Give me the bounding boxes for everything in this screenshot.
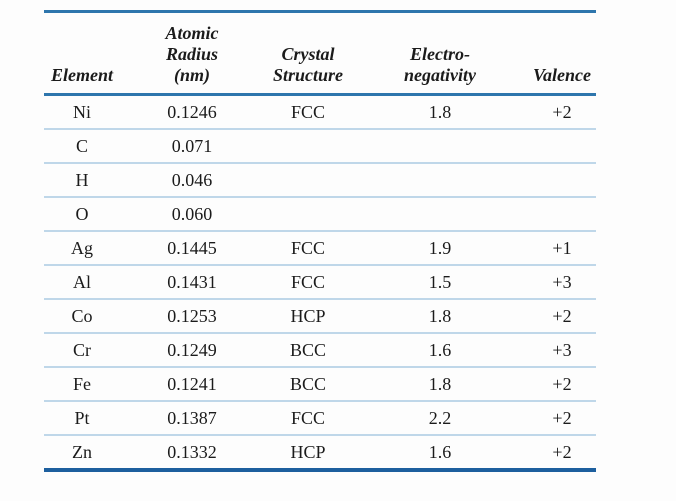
cell-valence — [528, 197, 596, 231]
table-body: Ni 0.1246 FCC 1.8 +2 C 0.071 H 0.046 — [44, 95, 596, 470]
header-row: Element Atomic Radius (nm) Crystal Struc… — [44, 11, 596, 95]
cell-element: Ag — [71, 238, 93, 258]
cell-electronegativity — [352, 197, 528, 231]
column-header-atomic-radius: Atomic Radius (nm) — [165, 23, 219, 85]
cell-element: Fe — [73, 374, 91, 394]
cell-atomic-radius: 0.060 — [171, 204, 213, 224]
cell-crystal-structure — [264, 163, 352, 197]
column-header-valence: Valence — [533, 65, 591, 85]
cell-crystal-structure: HCP — [290, 306, 326, 326]
cell-atomic-radius: 0.1253 — [167, 306, 217, 326]
table-row-ag: Ag 0.1445 FCC 1.9 +1 — [44, 231, 596, 265]
table-row-zn: Zn 0.1332 HCP 1.6 +2 — [44, 435, 596, 470]
table-row-o: O 0.060 — [44, 197, 596, 231]
cell-electronegativity: 1.8 — [428, 306, 452, 326]
cell-crystal-structure: BCC — [289, 374, 327, 394]
cell-element: Co — [71, 306, 93, 326]
cell-element: Al — [73, 272, 91, 292]
cell-atomic-radius: 0.046 — [171, 170, 213, 190]
cell-valence: +2 — [552, 442, 572, 462]
cell-crystal-structure: FCC — [290, 102, 326, 122]
cell-valence: +3 — [552, 340, 572, 360]
cell-element: Zn — [72, 442, 92, 462]
cell-valence: +2 — [552, 306, 572, 326]
cell-atomic-radius: 0.1249 — [167, 340, 217, 360]
cell-crystal-structure: BCC — [289, 340, 327, 360]
cell-element: Pt — [74, 408, 90, 428]
cell-valence: +3 — [552, 272, 572, 292]
cell-crystal-structure — [264, 129, 352, 163]
cell-valence: +2 — [552, 408, 572, 428]
cell-atomic-radius: 0.1445 — [167, 238, 217, 258]
cell-electronegativity — [352, 163, 528, 197]
cell-valence: +1 — [552, 238, 572, 258]
table-row-ni: Ni 0.1246 FCC 1.8 +2 — [44, 95, 596, 129]
cell-electronegativity: 1.6 — [428, 442, 452, 462]
cell-crystal-structure — [264, 197, 352, 231]
table-row-al: Al 0.1431 FCC 1.5 +3 — [44, 265, 596, 299]
cell-element: O — [75, 204, 89, 224]
cell-atomic-radius: 0.071 — [171, 136, 213, 156]
table-row-co: Co 0.1253 HCP 1.8 +2 — [44, 299, 596, 333]
column-header-element: Element — [51, 65, 113, 85]
cell-valence: +2 — [552, 374, 572, 394]
cell-crystal-structure: HCP — [290, 442, 326, 462]
table-row-fe: Fe 0.1241 BCC 1.8 +2 — [44, 367, 596, 401]
cell-crystal-structure: FCC — [290, 408, 326, 428]
cell-atomic-radius: 0.1241 — [167, 374, 217, 394]
table-row-c: C 0.071 — [44, 129, 596, 163]
table-row-cr: Cr 0.1249 BCC 1.6 +3 — [44, 333, 596, 367]
table-header: Element Atomic Radius (nm) Crystal Struc… — [44, 11, 596, 95]
cell-electronegativity: 1.8 — [428, 374, 452, 394]
cell-atomic-radius: 0.1332 — [167, 442, 217, 462]
cell-atomic-radius: 0.1246 — [167, 102, 217, 122]
cell-element: C — [75, 136, 88, 156]
column-header-electronegativity: Electro- negativity — [404, 44, 476, 85]
table-row-pt: Pt 0.1387 FCC 2.2 +2 — [44, 401, 596, 435]
cell-crystal-structure: FCC — [290, 272, 326, 292]
cell-electronegativity — [352, 129, 528, 163]
cell-electronegativity: 1.5 — [428, 272, 452, 292]
cell-electronegativity: 1.6 — [428, 340, 452, 360]
cell-crystal-structure: FCC — [290, 238, 326, 258]
cell-valence — [528, 129, 596, 163]
cell-valence: +2 — [552, 102, 572, 122]
cell-element: Ni — [73, 102, 91, 122]
cell-atomic-radius: 0.1431 — [167, 272, 217, 292]
cell-element: Cr — [73, 340, 91, 360]
cell-electronegativity: 2.2 — [428, 408, 452, 428]
cell-element: H — [75, 170, 89, 190]
cell-valence — [528, 163, 596, 197]
table-row-h: H 0.046 — [44, 163, 596, 197]
cell-electronegativity: 1.9 — [428, 238, 452, 258]
column-header-crystal-structure: Crystal Structure — [272, 44, 344, 85]
element-properties-table: Element Atomic Radius (nm) Crystal Struc… — [44, 10, 596, 472]
cell-electronegativity: 1.8 — [428, 102, 452, 122]
cell-atomic-radius: 0.1387 — [167, 408, 217, 428]
